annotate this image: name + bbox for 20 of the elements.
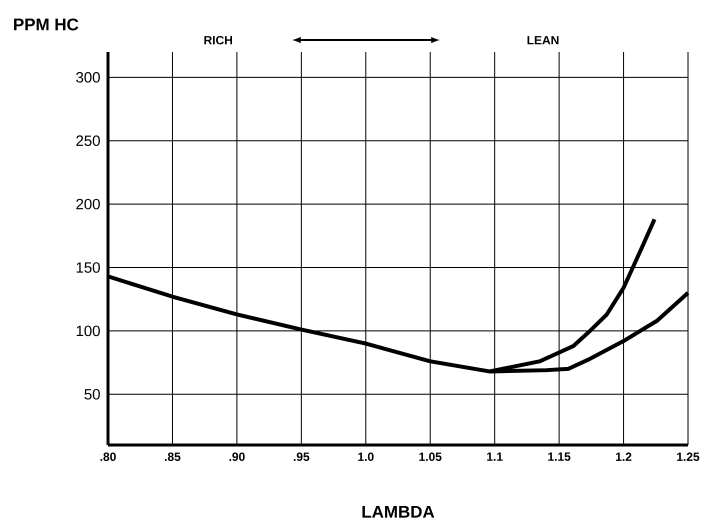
text: RICH	[204, 36, 232, 44]
x-axis-title: LAMBDA	[362, 506, 434, 518]
x-tick-label: .95	[294, 452, 310, 461]
x-tick-label: .90	[229, 452, 245, 461]
y-tick-label: 300	[76, 72, 100, 83]
y-tick-label: 150	[76, 262, 100, 273]
x-tick-label: 1.2	[616, 452, 632, 461]
text: LEAN	[528, 36, 558, 44]
x-tick-label: .85	[164, 452, 180, 461]
x-tick-label: .80	[100, 452, 116, 461]
x-tick-label: 1.05	[419, 452, 442, 461]
x-tick-label: 1.0	[358, 452, 374, 461]
y-axis-title: PPM HC	[14, 18, 78, 30]
x-tick-label: 1.25	[677, 452, 700, 461]
y-tick-label: 200	[76, 198, 100, 210]
y-tick-label: 50	[84, 388, 100, 400]
x-tick-label: 1.1	[487, 452, 503, 461]
y-tick-label: 100	[76, 326, 100, 336]
x-tick-label: 1.15	[548, 452, 570, 461]
y-tick-label: 250	[76, 135, 100, 146]
